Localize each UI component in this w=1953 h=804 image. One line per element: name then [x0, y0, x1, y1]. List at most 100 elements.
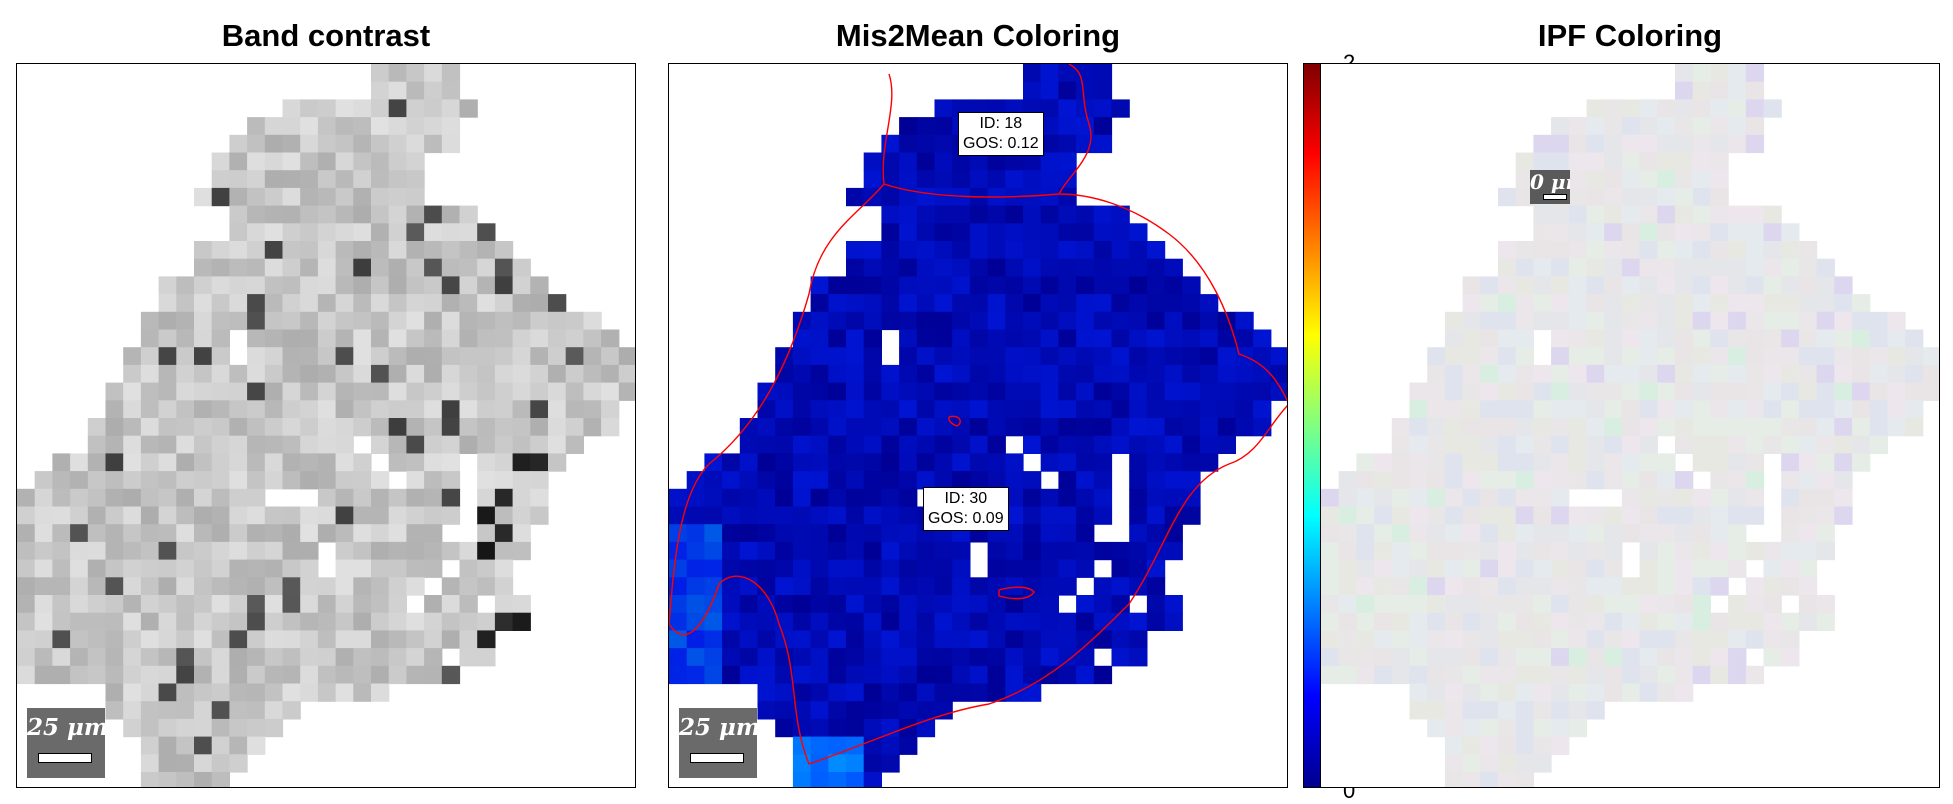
- band-contrast-pixel: [494, 559, 514, 578]
- ipf-pixel: [1533, 718, 1552, 738]
- band-contrast-pixel: [424, 612, 443, 631]
- mis2mean-pixel: [969, 577, 989, 596]
- mis2mean-pixel: [1058, 258, 1077, 277]
- mis2mean-pixel: [1040, 559, 1059, 578]
- ipf-pixel: [1498, 754, 1517, 773]
- band-contrast-pixel: [583, 382, 602, 401]
- mis2mean-pixel: [899, 170, 918, 189]
- mis2mean-pixel: [704, 665, 723, 685]
- band-contrast-pixel: [282, 612, 301, 631]
- ipf-pixel: [1675, 329, 1694, 348]
- ipf-pixel: [1586, 187, 1605, 207]
- band-contrast-pixel: [194, 595, 213, 614]
- ipf-pixel: [1728, 400, 1747, 419]
- band-contrast-pixel: [494, 577, 514, 596]
- mis2mean-pixel: [757, 683, 776, 702]
- mis2mean-pixel: [775, 595, 794, 614]
- band-contrast-pixel: [194, 347, 213, 366]
- ipf-pixel: [1444, 736, 1464, 755]
- band-contrast-pixel: [512, 595, 531, 614]
- mis2mean-pixel: [1253, 400, 1272, 419]
- ipf-pixel: [1356, 577, 1375, 596]
- mis2mean-pixel: [1040, 630, 1059, 649]
- ipf-pixel: [1321, 630, 1340, 649]
- band-contrast-pixel: [123, 648, 142, 667]
- band-contrast-pixel: [34, 665, 53, 685]
- mis2mean-pixel: [863, 541, 882, 561]
- band-contrast-pixel: [87, 595, 107, 614]
- band-contrast-pixel: [388, 258, 407, 277]
- mis2mean-pixel: [846, 347, 865, 366]
- ipf-pixel: [1710, 347, 1729, 366]
- mis2mean-pixel: [775, 524, 794, 543]
- ipf-pixel: [1657, 577, 1676, 596]
- mis2mean-pixel: [775, 701, 794, 720]
- band-contrast-pixel: [70, 559, 89, 578]
- band-contrast-pixel: [353, 524, 372, 543]
- mis2mean-pixel: [934, 117, 953, 136]
- mis2mean-pixel: [1111, 382, 1130, 401]
- ipf-pixel: [1675, 630, 1694, 649]
- mis2mean-pixel: [810, 471, 829, 490]
- mis2mean-pixel: [1023, 559, 1042, 578]
- mis2mean-pixel: [1270, 382, 1287, 401]
- band-contrast-pixel: [424, 134, 443, 154]
- band-contrast-pixel: [530, 506, 549, 525]
- mis2mean-pixel: [1058, 117, 1077, 136]
- mis2mean-pixel: [1200, 364, 1219, 384]
- ipf-pixel: [1427, 612, 1446, 631]
- mis2mean-pixel: [846, 382, 865, 401]
- mis2mean-pixel: [1093, 630, 1113, 649]
- ipf-pixel: [1639, 258, 1658, 277]
- mis2mean-pixel: [881, 152, 900, 171]
- band-contrast-pixel: [211, 400, 230, 419]
- mis2mean-pixel: [1040, 311, 1059, 331]
- band-contrast-pixel: [317, 99, 337, 118]
- band-contrast-pixel: [494, 453, 514, 472]
- mis2mean-pixel: [899, 276, 918, 295]
- band-contrast-pixel: [477, 347, 496, 366]
- ipf-pixel: [1409, 630, 1428, 649]
- band-contrast-pixel: [70, 595, 89, 614]
- mis2mean-pixel: [863, 630, 882, 649]
- band-contrast-pixel: [300, 418, 319, 437]
- ipf-pixel: [1586, 241, 1605, 260]
- band-contrast-pixel: [601, 364, 620, 384]
- mis2mean-pixel: [1111, 648, 1130, 667]
- band-contrast-pixel: [530, 311, 549, 331]
- mis2mean-pixel: [1005, 648, 1024, 667]
- band-contrast-pixel: [477, 524, 496, 543]
- ipf-pixel: [1586, 595, 1605, 614]
- band-contrast-pixel: [300, 683, 319, 702]
- mis2mean-pixel: [669, 524, 688, 543]
- band-contrast-pixel: [105, 382, 124, 401]
- ipf-pixel: [1728, 559, 1747, 578]
- band-contrast-pixel: [17, 665, 36, 685]
- mis2mean-pixel: [899, 718, 918, 738]
- band-contrast-pixel: [371, 400, 390, 419]
- band-contrast-pixel: [282, 170, 301, 189]
- ipf-pixel: [1816, 311, 1835, 331]
- mis2mean-pixel: [1093, 223, 1113, 242]
- ipf-pixel: [1480, 665, 1499, 685]
- band-contrast-pixel: [34, 541, 53, 561]
- band-contrast-pixel: [371, 648, 390, 667]
- band-contrast-pixel: [158, 665, 177, 685]
- band-contrast-pixel: [140, 772, 160, 787]
- mis2mean-pixel: [987, 223, 1006, 242]
- ipf-pixel: [1675, 99, 1694, 118]
- mis2mean-pixel: [1023, 81, 1042, 100]
- band-contrast-pixel: [17, 541, 36, 561]
- ipf-pixel: [1462, 577, 1481, 596]
- grain-boundary: [998, 586, 1035, 600]
- mis2mean-pixel: [987, 683, 1006, 702]
- ipf-pixel: [1745, 205, 1765, 224]
- band-contrast-pixel: [494, 364, 514, 384]
- ipf-pixel: [1480, 329, 1499, 348]
- ipf-pixel: [1604, 99, 1623, 118]
- mis2mean-pixel: [1164, 382, 1183, 401]
- ipf-pixel: [1462, 595, 1481, 614]
- band-contrast-pixel: [176, 577, 195, 596]
- mis2mean-pixel: [1076, 258, 1095, 277]
- band-contrast-pixel: [211, 524, 230, 543]
